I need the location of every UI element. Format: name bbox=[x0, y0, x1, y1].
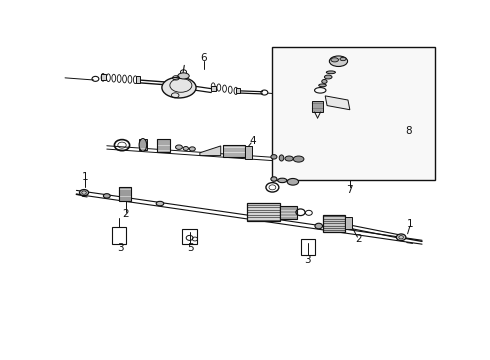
Text: 5: 5 bbox=[187, 243, 194, 253]
Ellipse shape bbox=[103, 194, 110, 198]
Text: 1: 1 bbox=[407, 219, 413, 229]
Ellipse shape bbox=[318, 84, 326, 87]
Bar bbox=[182, 229, 197, 244]
Text: 6: 6 bbox=[200, 53, 207, 63]
Bar bbox=[301, 239, 315, 256]
Bar bbox=[211, 86, 216, 91]
Bar bbox=[280, 206, 297, 219]
Ellipse shape bbox=[329, 56, 347, 67]
Ellipse shape bbox=[396, 234, 406, 240]
Bar bbox=[101, 74, 106, 80]
Ellipse shape bbox=[326, 71, 336, 74]
Bar bbox=[120, 187, 131, 201]
Ellipse shape bbox=[156, 201, 164, 206]
Text: 2: 2 bbox=[122, 210, 129, 220]
Text: 3: 3 bbox=[117, 243, 123, 253]
Ellipse shape bbox=[278, 178, 287, 183]
Polygon shape bbox=[325, 96, 350, 110]
Bar bbox=[312, 102, 323, 112]
Ellipse shape bbox=[287, 179, 298, 185]
Ellipse shape bbox=[285, 156, 294, 161]
Ellipse shape bbox=[189, 147, 196, 151]
Bar bbox=[139, 139, 147, 150]
Bar bbox=[157, 139, 170, 152]
Text: 3: 3 bbox=[304, 255, 311, 265]
Ellipse shape bbox=[324, 75, 332, 79]
Bar bbox=[112, 228, 126, 244]
Ellipse shape bbox=[271, 177, 277, 181]
Text: 2: 2 bbox=[356, 234, 362, 244]
Ellipse shape bbox=[271, 155, 277, 159]
Text: 8: 8 bbox=[405, 126, 412, 136]
Ellipse shape bbox=[331, 58, 339, 62]
Bar bbox=[136, 76, 140, 82]
Ellipse shape bbox=[139, 139, 147, 151]
Ellipse shape bbox=[322, 80, 327, 84]
Ellipse shape bbox=[178, 73, 189, 79]
Text: 7: 7 bbox=[346, 185, 353, 195]
Bar bbox=[345, 217, 352, 229]
Bar bbox=[272, 48, 435, 180]
Bar bbox=[222, 145, 245, 157]
Ellipse shape bbox=[79, 190, 89, 195]
Ellipse shape bbox=[162, 77, 196, 98]
Text: 4: 4 bbox=[250, 136, 256, 146]
Ellipse shape bbox=[340, 57, 346, 61]
Bar bbox=[236, 87, 241, 93]
Polygon shape bbox=[200, 146, 220, 156]
Text: 1: 1 bbox=[81, 172, 88, 182]
Ellipse shape bbox=[279, 155, 284, 161]
Bar bbox=[245, 146, 252, 159]
Ellipse shape bbox=[315, 223, 322, 229]
Ellipse shape bbox=[175, 145, 182, 149]
Ellipse shape bbox=[294, 156, 304, 162]
Ellipse shape bbox=[183, 147, 189, 150]
Bar bbox=[322, 215, 345, 231]
Bar bbox=[247, 203, 280, 221]
